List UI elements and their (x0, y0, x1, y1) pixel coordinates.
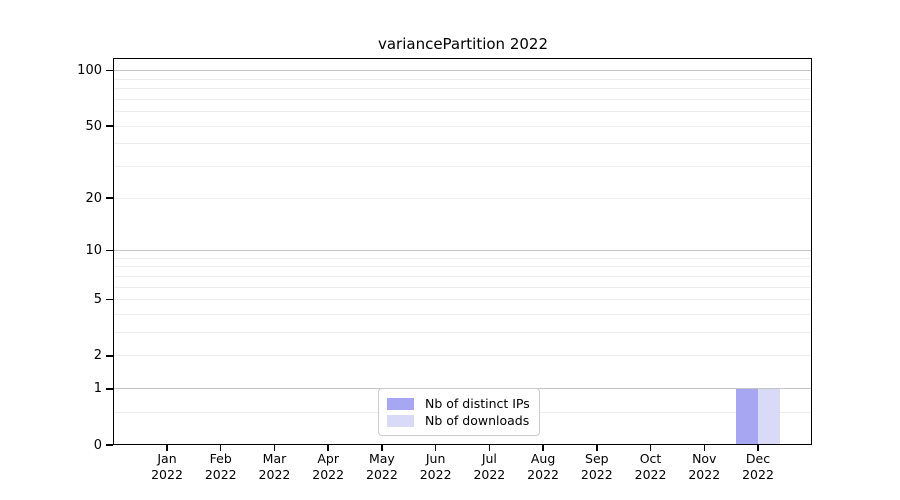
y-tick-label: 10 (85, 242, 102, 258)
x-tick-label: Nov 2022 (672, 451, 736, 483)
minor-gridline (113, 125, 812, 127)
chart-title: variancePartition 2022 (377, 35, 549, 53)
x-tick-year: 2022 (473, 467, 506, 482)
x-tick-label: Aug 2022 (511, 451, 575, 483)
x-tickmark (649, 445, 652, 451)
x-tick-label: Oct 2022 (619, 451, 683, 483)
x-tickmark (542, 445, 544, 451)
y-tickmark (106, 298, 113, 301)
minor-gridline (113, 111, 812, 113)
y-tickmark (106, 69, 113, 72)
x-tick-year: 2022 (527, 467, 559, 482)
minor-gridline (113, 286, 812, 288)
minor-gridline (113, 257, 812, 259)
x-tickmark (434, 445, 437, 451)
y-tick-label: 20 (85, 190, 102, 206)
bar-downloads (758, 388, 780, 445)
bar-distinct-ips (736, 388, 758, 445)
major-gridline (113, 249, 812, 252)
x-tickmark (327, 445, 329, 451)
y-tick-label: 50 (85, 118, 102, 134)
x-tick-year: 2022 (580, 467, 613, 482)
x-tick-label: Jan 2022 (135, 451, 199, 483)
minor-gridline (113, 197, 812, 199)
y-tickmark (106, 125, 113, 127)
minor-gridline (113, 88, 812, 90)
y-tickmark (106, 444, 113, 446)
x-tick-label: May 2022 (350, 451, 414, 483)
x-tick-label: Jul 2022 (457, 451, 521, 483)
major-gridline (113, 69, 812, 72)
x-tick-year: 2022 (419, 467, 452, 482)
y-tick-label: 0 (93, 437, 102, 453)
minor-gridline (113, 332, 812, 334)
y-tick-label: 5 (93, 292, 102, 308)
minor-gridline (113, 165, 812, 167)
legend-item-distinct-ips: Nb of distinct IPs (387, 396, 531, 411)
minor-gridline (113, 98, 812, 100)
x-tickmark (596, 445, 598, 451)
minor-gridline (113, 78, 812, 80)
x-tick-label: Dec 2022 (726, 451, 790, 483)
x-tick-label: Apr 2022 (296, 451, 360, 483)
x-tick-year: 2022 (258, 467, 291, 482)
minor-gridline (113, 275, 812, 277)
x-tick-label: Sep 2022 (565, 451, 629, 483)
x-tickmark (703, 445, 706, 451)
minor-gridline (113, 299, 812, 301)
x-tick-year: 2022 (688, 467, 721, 482)
x-tick-label: Feb 2022 (189, 451, 253, 483)
minor-gridline (113, 143, 812, 145)
y-tick-label: 1 (93, 381, 102, 397)
legend-item-downloads: Nb of downloads (387, 413, 531, 428)
x-tick-year: 2022 (151, 467, 183, 482)
x-tick-label: Jun 2022 (404, 451, 468, 483)
x-tickmark (166, 445, 168, 451)
y-tick-label: 100 (77, 63, 102, 79)
x-tick-label: Mar 2022 (242, 451, 306, 483)
x-tick-year: 2022 (204, 467, 237, 482)
y-tickmark (106, 388, 113, 390)
minor-gridline (113, 266, 812, 268)
x-tickmark (219, 445, 222, 451)
legend-label-distinct-ips: Nb of distinct IPs (425, 396, 530, 411)
minor-gridline (113, 355, 812, 357)
y-tick-label: 2 (93, 348, 102, 364)
y-tickmark (106, 197, 113, 199)
x-tickmark (381, 445, 383, 451)
x-tick-year: 2022 (312, 467, 345, 482)
y-tickmark (106, 249, 113, 252)
minor-gridline (113, 313, 812, 315)
x-tick-year: 2022 (742, 467, 774, 482)
x-tickmark (273, 445, 276, 451)
legend-swatch-distinct-ips-icon (387, 397, 414, 410)
x-tickmark (757, 445, 759, 451)
legend-label-downloads: Nb of downloads (425, 413, 530, 428)
x-tickmark (488, 445, 491, 451)
x-tick-year: 2022 (366, 467, 398, 482)
plot-area (113, 58, 812, 445)
legend: Nb of distinct IPs Nb of downloads (378, 388, 540, 436)
legend-swatch-downloads-icon (387, 414, 414, 427)
x-tick-year: 2022 (634, 467, 667, 482)
y-tickmark (106, 355, 113, 357)
